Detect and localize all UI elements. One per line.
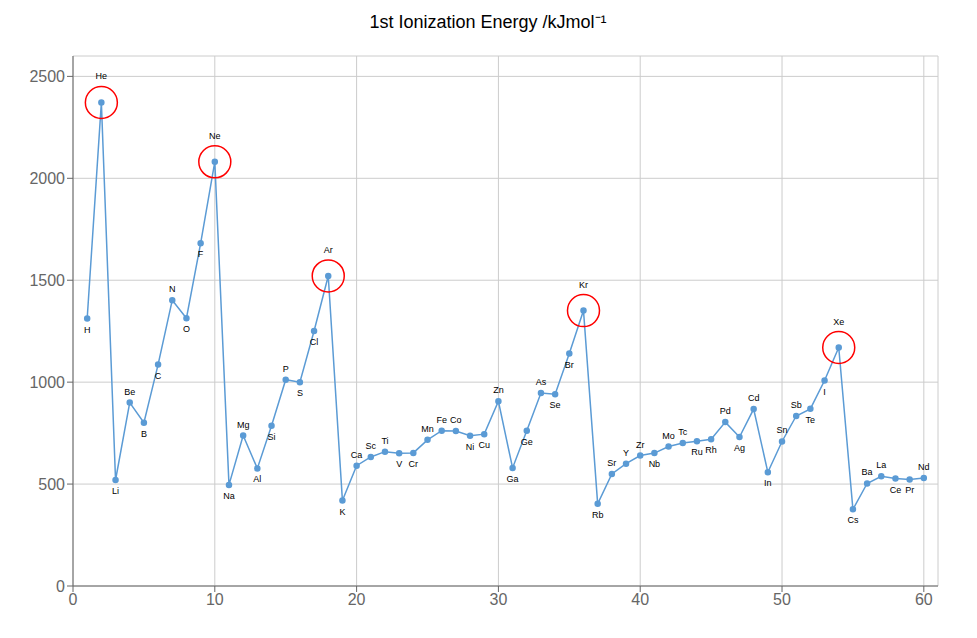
svg-text:I: I: [823, 387, 826, 397]
svg-text:S: S: [297, 388, 303, 398]
svg-text:He: He: [96, 71, 108, 81]
svg-text:0: 0: [56, 578, 65, 595]
svg-text:40: 40: [631, 591, 649, 608]
svg-text:30: 30: [490, 591, 508, 608]
svg-text:Sr: Sr: [607, 458, 616, 468]
svg-text:Xe: Xe: [833, 317, 844, 327]
svg-text:Tc: Tc: [678, 427, 688, 437]
svg-text:Nd: Nd: [918, 462, 930, 472]
svg-text:N: N: [169, 284, 176, 294]
svg-text:1500: 1500: [29, 272, 65, 289]
svg-text:Cs: Cs: [847, 515, 858, 525]
svg-text:Br: Br: [565, 360, 574, 370]
svg-text:Te: Te: [806, 415, 816, 425]
svg-text:Mn: Mn: [421, 424, 434, 434]
svg-text:H: H: [84, 325, 91, 335]
svg-text:V: V: [396, 459, 402, 469]
svg-text:Rh: Rh: [705, 445, 717, 455]
svg-text:Fe: Fe: [436, 415, 447, 425]
svg-text:Sn: Sn: [777, 425, 788, 435]
svg-text:60: 60: [915, 591, 933, 608]
svg-text:Kr: Kr: [579, 280, 588, 290]
svg-text:Ru: Ru: [691, 447, 703, 457]
svg-text:Pd: Pd: [720, 406, 731, 416]
svg-text:Mo: Mo: [662, 431, 675, 441]
svg-text:10: 10: [206, 591, 224, 608]
svg-text:Ti: Ti: [381, 436, 388, 446]
svg-text:Be: Be: [124, 387, 135, 397]
svg-text:As: As: [536, 377, 547, 387]
svg-text:K: K: [339, 507, 345, 517]
svg-text:Cl: Cl: [310, 337, 319, 347]
svg-text:Ne: Ne: [209, 131, 221, 141]
svg-text:P: P: [283, 364, 289, 374]
svg-text:1000: 1000: [29, 374, 65, 391]
svg-text:Rb: Rb: [592, 510, 604, 520]
svg-text:Na: Na: [223, 491, 235, 501]
svg-text:O: O: [183, 324, 190, 334]
svg-text:0: 0: [69, 591, 78, 608]
svg-text:La: La: [876, 460, 886, 470]
svg-text:2000: 2000: [29, 170, 65, 187]
svg-text:Se: Se: [550, 400, 561, 410]
svg-text:In: In: [764, 478, 772, 488]
svg-text:Zr: Zr: [636, 440, 645, 450]
svg-text:Cr: Cr: [409, 459, 419, 469]
svg-text:Ga: Ga: [507, 474, 519, 484]
svg-text:50: 50: [773, 591, 791, 608]
svg-text:Mg: Mg: [237, 420, 250, 430]
svg-text:500: 500: [38, 476, 65, 493]
svg-text:Ba: Ba: [862, 467, 873, 477]
svg-text:Y: Y: [623, 448, 629, 458]
svg-text:F: F: [198, 249, 204, 259]
svg-text:Ge: Ge: [521, 437, 533, 447]
html-text:1st Ionization Energy /kJmol⁻¹: 1st Ionization Energy /kJmol⁻¹: [369, 12, 607, 32]
svg-text:Ar: Ar: [324, 245, 333, 255]
svg-text:Co: Co: [450, 415, 462, 425]
svg-text:Al: Al: [253, 474, 261, 484]
svg-text:Pr: Pr: [905, 485, 914, 495]
svg-text:Sc: Sc: [366, 441, 377, 451]
svg-text:C: C: [155, 371, 162, 381]
svg-text:Ag: Ag: [734, 443, 745, 453]
svg-text:Cu: Cu: [478, 440, 490, 450]
svg-text:Ce: Ce: [890, 485, 902, 495]
svg-text:2500: 2500: [29, 68, 65, 85]
svg-text:Li: Li: [112, 486, 119, 496]
svg-text:Ca: Ca: [351, 450, 363, 460]
svg-text:B: B: [141, 429, 147, 439]
svg-text:Nb: Nb: [649, 459, 661, 469]
svg-text:Sb: Sb: [791, 400, 802, 410]
svg-text:Zn: Zn: [493, 385, 504, 395]
svg-text:Cd: Cd: [748, 393, 760, 403]
svg-text:20: 20: [348, 591, 366, 608]
svg-text:Ni: Ni: [466, 442, 475, 452]
svg-text:Si: Si: [268, 432, 276, 442]
